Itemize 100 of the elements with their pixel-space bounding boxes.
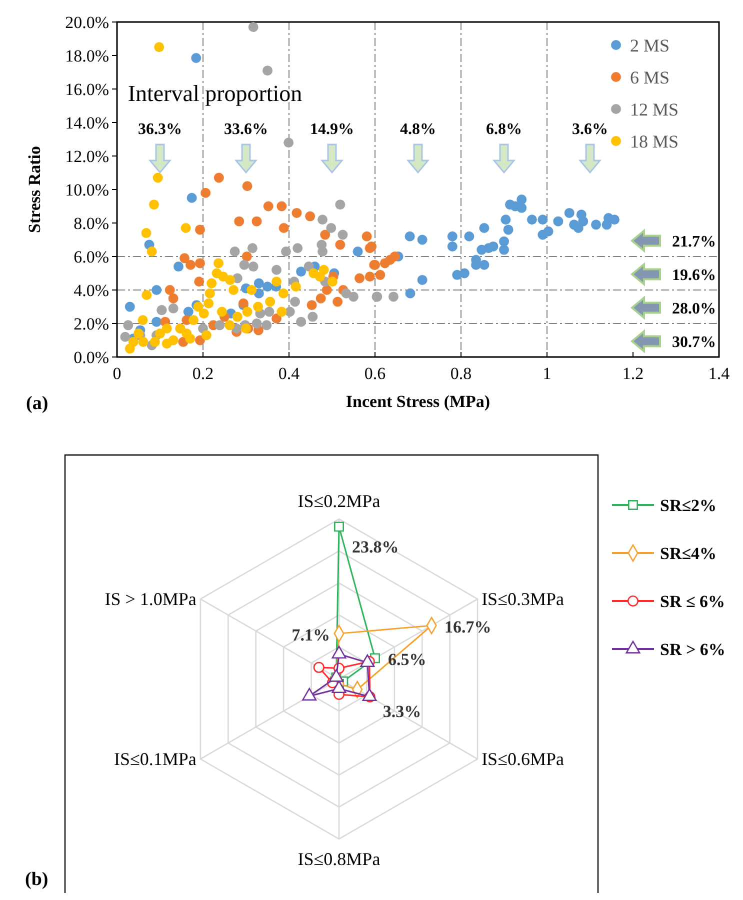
- annotation: 3.6%: [572, 121, 608, 138]
- point: [180, 253, 190, 264]
- point: [252, 216, 262, 226]
- text: (a): [26, 393, 48, 414]
- legend-label: SR ≤ 6%: [660, 592, 726, 611]
- point: [152, 172, 163, 183]
- point: [194, 224, 205, 235]
- point: [318, 246, 328, 256]
- point: [253, 302, 264, 312]
- point: [138, 336, 148, 347]
- point: [242, 306, 252, 317]
- point: [364, 272, 375, 282]
- point: [335, 200, 346, 210]
- spoke-label: IS > 1.0MPa: [104, 589, 196, 609]
- annotation: Interval proportion: [128, 81, 303, 106]
- annotation: 33.6%: [224, 121, 268, 138]
- x-axis-title: Incent Stress (MPa): [346, 392, 490, 411]
- y-tick-label: 12.0%: [65, 146, 109, 166]
- text: 3.3%: [382, 702, 422, 721]
- spoke-label: IS≤0.8MPa: [298, 849, 380, 869]
- y-tick-label: 8.0%: [74, 214, 109, 233]
- point: [265, 296, 276, 307]
- annotation: 19.6%: [672, 266, 716, 284]
- point: [204, 298, 214, 308]
- point: [272, 313, 282, 324]
- point: [224, 320, 235, 330]
- point: [263, 201, 274, 212]
- point: [123, 320, 134, 330]
- point: [335, 240, 346, 250]
- point: [204, 288, 215, 298]
- point: [322, 285, 332, 295]
- point: [246, 285, 257, 295]
- legend-label: SR≤2%: [660, 496, 717, 515]
- x-tick-label: 0.4: [278, 364, 300, 383]
- legend-label: 18 MS: [630, 131, 679, 152]
- point: [128, 336, 138, 347]
- x-tick-label: 1.2: [622, 364, 644, 383]
- point: [188, 315, 199, 326]
- legend-label: 6 MS: [630, 67, 670, 88]
- point: [305, 211, 316, 222]
- point: [242, 252, 252, 262]
- annotation: 30.7%: [672, 334, 716, 351]
- point: [308, 312, 318, 322]
- point: [198, 308, 209, 318]
- point: [248, 22, 258, 32]
- point: [162, 324, 172, 334]
- x-tick-label: 0.6: [364, 364, 386, 383]
- point: [138, 315, 148, 326]
- point: [292, 243, 303, 254]
- point: [348, 292, 358, 302]
- point: [216, 306, 227, 317]
- legend-label: 2 MS: [630, 35, 670, 56]
- point: [290, 296, 300, 307]
- annotation: 28.0%: [672, 300, 716, 318]
- point: [168, 335, 178, 346]
- point: [318, 214, 328, 225]
- point: [338, 230, 348, 240]
- point: [150, 336, 160, 347]
- point: [228, 285, 239, 295]
- point: [155, 328, 165, 339]
- point: [354, 273, 365, 284]
- point: [390, 252, 400, 262]
- point: [388, 292, 398, 302]
- point: [278, 223, 289, 234]
- point: [120, 332, 130, 342]
- y-tick-label: 2.0%: [74, 314, 109, 334]
- point: [314, 272, 325, 282]
- point: [272, 264, 282, 275]
- point: [278, 288, 288, 298]
- point: [296, 316, 306, 327]
- point: [182, 328, 192, 339]
- point: [194, 276, 204, 287]
- point: [306, 300, 317, 310]
- x-tick-label: 0.2: [192, 364, 214, 383]
- point: [276, 306, 287, 317]
- point: [280, 246, 291, 256]
- point: [304, 262, 314, 272]
- spoke-label: IS≤0.1MPa: [114, 749, 196, 769]
- text: 16.7%: [444, 618, 492, 637]
- legend-label: 12 MS: [630, 99, 679, 120]
- point: [241, 324, 251, 334]
- point: [142, 290, 152, 300]
- point: [320, 230, 330, 240]
- point: [164, 285, 175, 295]
- y-axis-title: Stress Ratio: [25, 146, 44, 234]
- y-tick-label: 18.0%: [65, 46, 109, 66]
- point: [327, 276, 338, 287]
- point: [332, 296, 343, 307]
- point: [247, 243, 258, 254]
- y-tick-label: 4.0%: [74, 280, 109, 300]
- point: [262, 320, 272, 330]
- point: [232, 312, 242, 322]
- point: [316, 293, 326, 304]
- y-tick-label: 6.0%: [74, 247, 109, 266]
- y-tick-label: 14.0%: [65, 113, 109, 132]
- point: [362, 231, 372, 242]
- x-tick-label: 0.8: [450, 364, 472, 383]
- x-tick-label: 1: [542, 364, 552, 383]
- annotation: 6.8%: [486, 121, 522, 138]
- point: [234, 216, 244, 226]
